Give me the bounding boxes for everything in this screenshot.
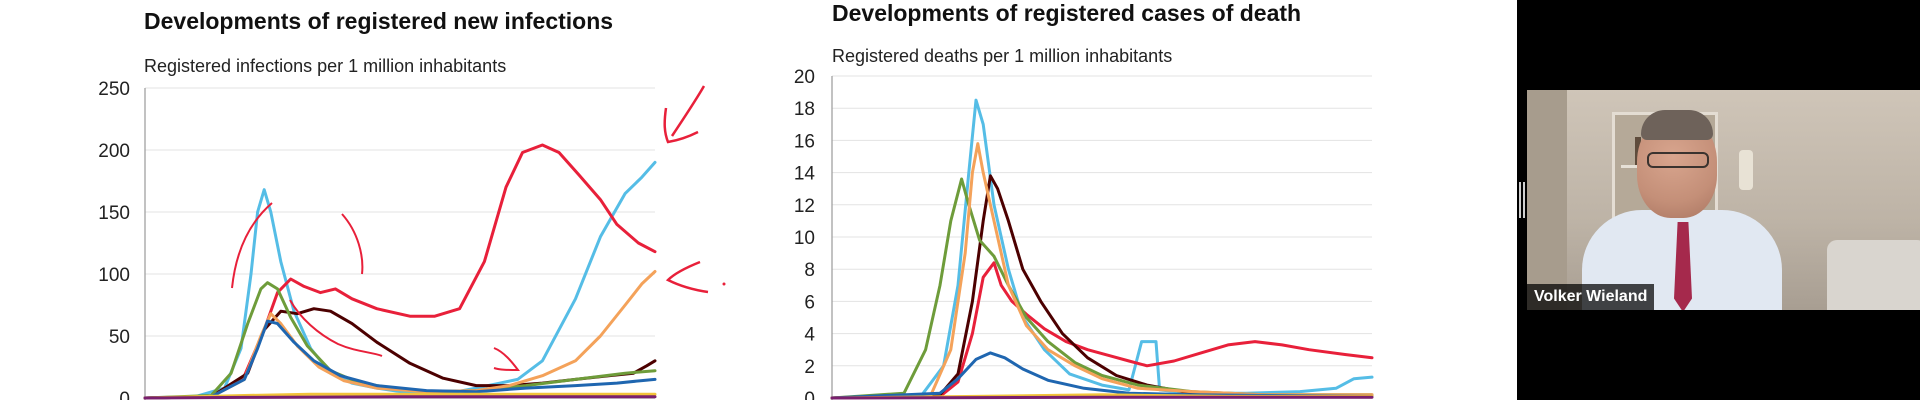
y-tick-label: 150 [98, 203, 130, 224]
pen-annotations [231, 85, 726, 372]
person-glasses [1647, 152, 1709, 168]
video-background-sofa [1827, 240, 1920, 310]
deaths-line-chart: 0 2 4 6 8 10 12 14 16 18 20 [794, 67, 1374, 400]
y-tick-label: 50 [109, 327, 130, 348]
video-background-door [1527, 90, 1567, 310]
deaths-series-line [830, 395, 1374, 400]
annotation-dot [722, 282, 726, 286]
participant-video-tile[interactable]: Volker Wieland [1527, 90, 1920, 310]
infections-series-line [143, 143, 657, 400]
person-hair [1641, 110, 1713, 140]
infections-series-line [143, 319, 657, 400]
annotation-stroke [289, 299, 383, 357]
y-tick-label: 18 [794, 99, 815, 120]
panel-resize-handle[interactable] [1519, 182, 1525, 218]
y-tick-label: 6 [804, 292, 815, 313]
y-tick-label: 20 [794, 67, 815, 88]
chart-title-infections: Developments of registered new infection… [144, 8, 614, 34]
infections-series-line [143, 281, 657, 400]
y-tick-label: 2 [804, 357, 815, 378]
y-tick-label: 250 [98, 79, 130, 100]
annotation-stroke [663, 85, 706, 144]
deaths-series-line [830, 142, 1374, 400]
y-axis-label-infections: Registered infections per 1 million inha… [144, 56, 507, 76]
annotation-stroke [493, 347, 521, 372]
video-background-lamp [1739, 150, 1753, 190]
y-tick-label: 16 [794, 131, 815, 152]
y-tick-label: 0 [804, 389, 815, 400]
y-tick-label: 14 [794, 164, 816, 185]
infections-line-chart: 0 50 100 150 200 250 [98, 79, 657, 400]
y-tick-label: 100 [98, 265, 130, 286]
deaths-series-line [830, 351, 1374, 400]
infections-series-line [143, 392, 657, 400]
chart-title-deaths: Developments of registered cases of deat… [832, 0, 1302, 26]
deaths-series-line [830, 177, 1374, 400]
y-axis-label-deaths: Registered deaths per 1 million inhabita… [832, 46, 1173, 66]
y-tick-label: 0 [119, 389, 130, 400]
y-tick-label: 200 [98, 141, 130, 162]
annotation-stroke [231, 202, 273, 289]
infections-series-line [143, 395, 657, 400]
y-tick-label: 4 [804, 325, 815, 346]
annotation-stroke [341, 213, 364, 275]
annotation-stroke [665, 260, 709, 294]
y-tick-label: 8 [804, 260, 815, 281]
participant-name-tag: Volker Wieland [1527, 284, 1655, 310]
y-tick-label: 10 [794, 228, 815, 249]
deaths-series-line [830, 98, 1374, 400]
deaths-series-line [830, 261, 1374, 400]
deaths-series-line [830, 174, 1374, 400]
y-tick-label: 12 [794, 196, 815, 217]
person-tie [1674, 222, 1692, 310]
